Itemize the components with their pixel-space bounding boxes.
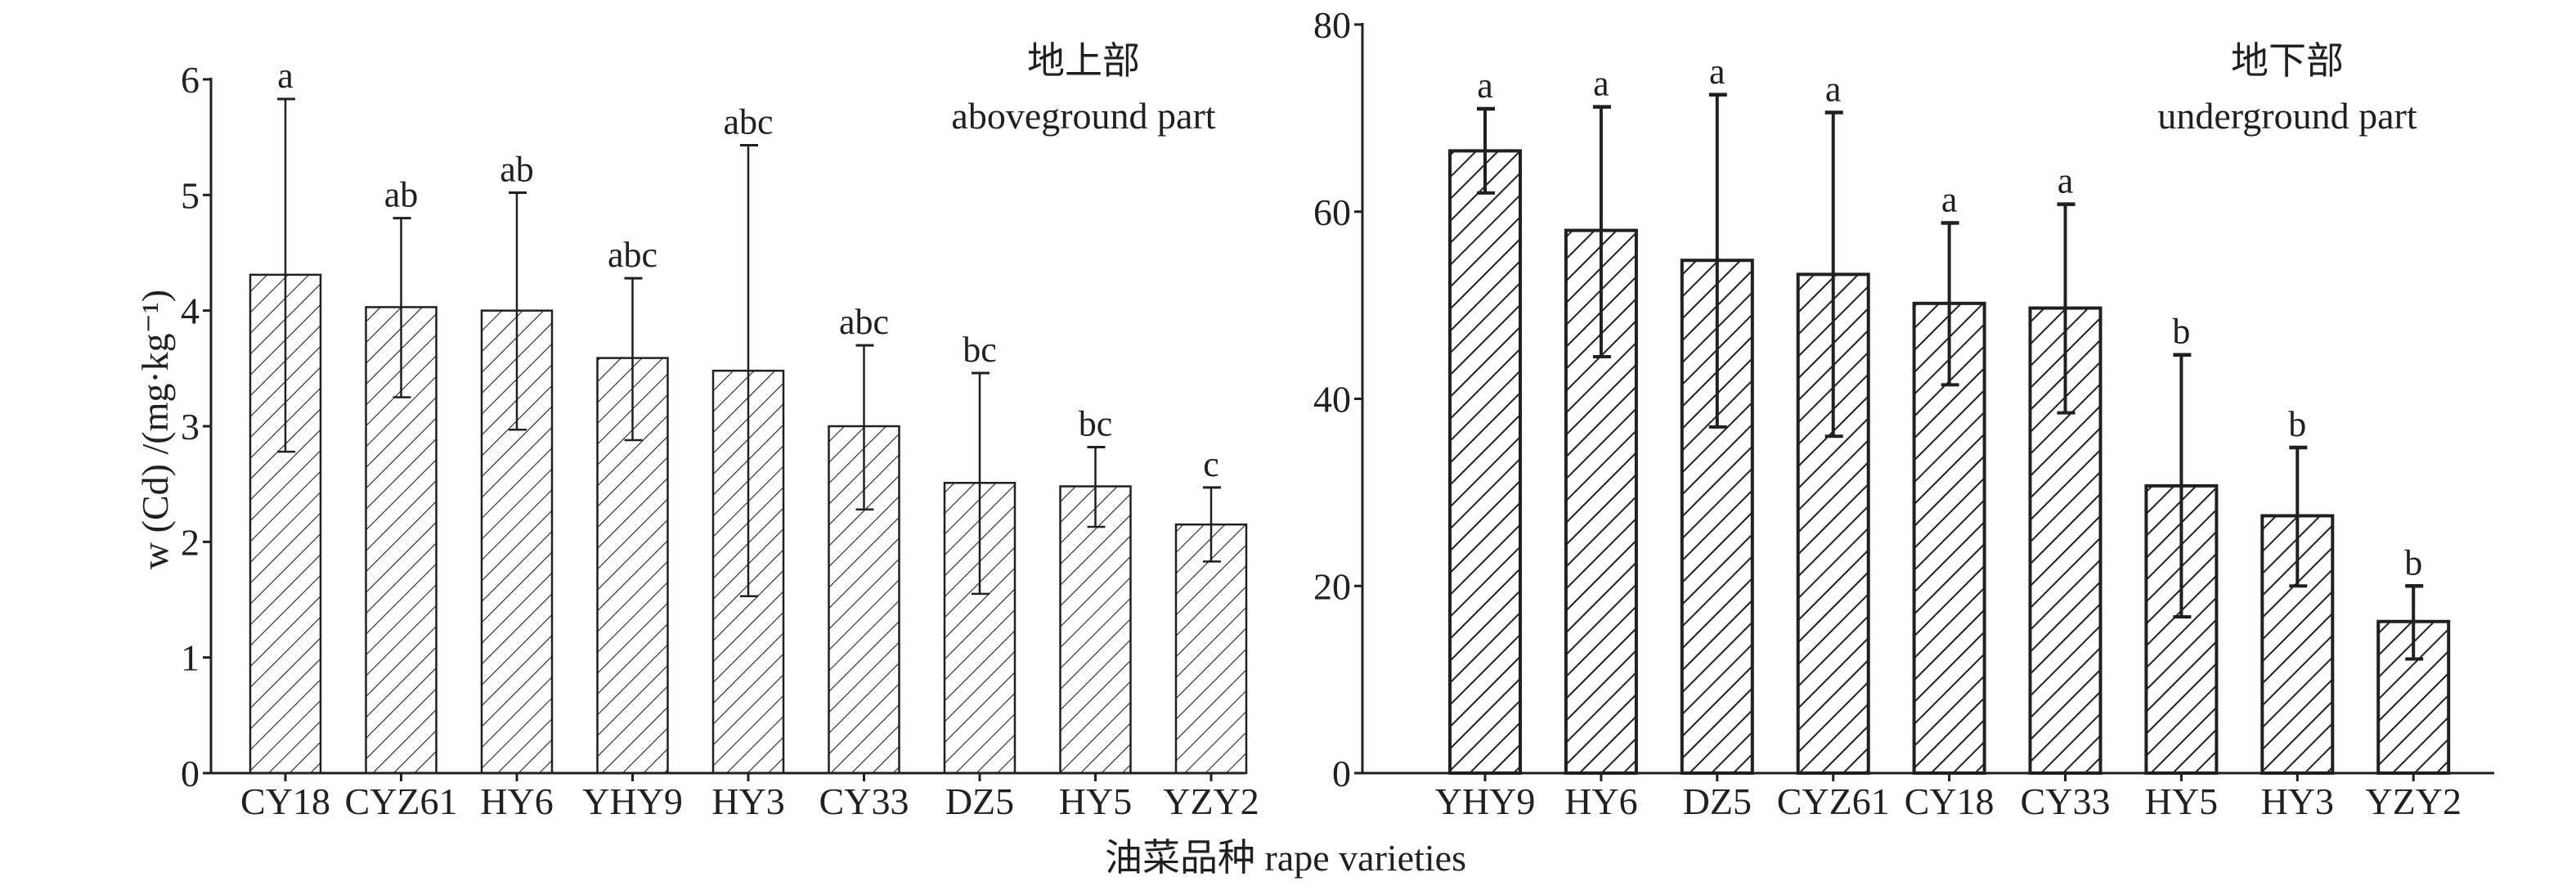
x-tick-label: YHY9 — [1435, 780, 1536, 822]
significance-label: c — [1203, 444, 1219, 484]
x-tick-label: CY18 — [240, 780, 330, 822]
x-tick-label: YZY2 — [2365, 780, 2462, 822]
x-tick-label: DZ5 — [945, 780, 1014, 822]
significance-label: a — [277, 56, 294, 96]
x-tick-label: HY6 — [1564, 780, 1637, 822]
significance-label: a — [2058, 161, 2074, 201]
y-tick-label: 5 — [181, 174, 200, 216]
x-tick-label: YZY2 — [1163, 780, 1259, 822]
y-tick-label: 2 — [181, 521, 200, 563]
bar-yhy9 — [1448, 149, 1522, 775]
x-tick-label: HY5 — [1059, 780, 1132, 822]
x-tick-label: YHY9 — [582, 780, 683, 822]
significance-label: b — [2404, 542, 2422, 582]
underground-panel: 0 20 40 60 80 a YHY9 a HY6 a DZ5 a CYZ61 a CY18 a CY33 b H… — [1313, 4, 2494, 822]
significance-label: bc — [1079, 403, 1113, 443]
y-tick-label: 0 — [1332, 753, 1351, 794]
x-tick-label: CY33 — [2021, 780, 2111, 822]
significance-label: b — [2172, 312, 2190, 352]
x-tick-label: HY3 — [711, 780, 784, 822]
x-axis-title: 油菜品种 rape varieties — [1105, 837, 1466, 879]
significance-label: a — [1593, 64, 1609, 104]
y-tick-label: 20 — [1313, 565, 1351, 607]
y-tick-label: 40 — [1313, 379, 1351, 421]
significance-label: abc — [723, 102, 773, 142]
significance-label: ab — [384, 175, 419, 215]
x-tick-label: HY6 — [480, 780, 553, 822]
x-tick-label: CY18 — [1905, 780, 1995, 822]
x-tick-label: HY5 — [2145, 780, 2218, 822]
y-tick-label: 60 — [1313, 191, 1351, 233]
panel-title-cn: 地下部 — [2231, 40, 2344, 82]
x-tick-label: HY3 — [2261, 780, 2334, 822]
panel-title-cn: 地上部 — [1027, 40, 1140, 82]
x-tick-label: CYZ61 — [345, 780, 458, 822]
x-tick-label: CY33 — [819, 780, 909, 822]
significance-label: ab — [500, 150, 534, 190]
y-tick-label: 3 — [181, 406, 200, 447]
x-tick-label: DZ5 — [1683, 780, 1752, 822]
aboveground-panel: 0 1 2 3 4 5 6 a CY18 ab CYZ61 ab HY6 abc YHY9 abc HY3 abc… — [181, 40, 1259, 822]
x-tick-label: CYZ61 — [1777, 780, 1890, 822]
bar-yzy2 — [1174, 523, 1248, 775]
y-tick-label: 80 — [1313, 4, 1351, 46]
panel-title: aboveground part — [951, 95, 1215, 137]
significance-label: a — [1941, 179, 1958, 219]
y-tick-label: 1 — [181, 637, 200, 679]
panel-title: underground part — [2157, 95, 2417, 137]
significance-label: abc — [608, 235, 657, 275]
significance-label: a — [1477, 65, 1493, 106]
significance-label: b — [2288, 404, 2306, 444]
significance-label: a — [1709, 52, 1726, 92]
bar-hy5 — [1059, 485, 1132, 775]
y-tick-label: 4 — [181, 290, 200, 332]
significance-label: bc — [963, 330, 997, 370]
y-tick-label: 0 — [181, 753, 200, 794]
y-axis-title: w (Cd) /(mg·kg⁻¹) — [134, 290, 176, 569]
significance-label: a — [1825, 70, 1842, 110]
significance-label: abc — [839, 302, 889, 342]
y-tick-label: 6 — [181, 59, 200, 101]
